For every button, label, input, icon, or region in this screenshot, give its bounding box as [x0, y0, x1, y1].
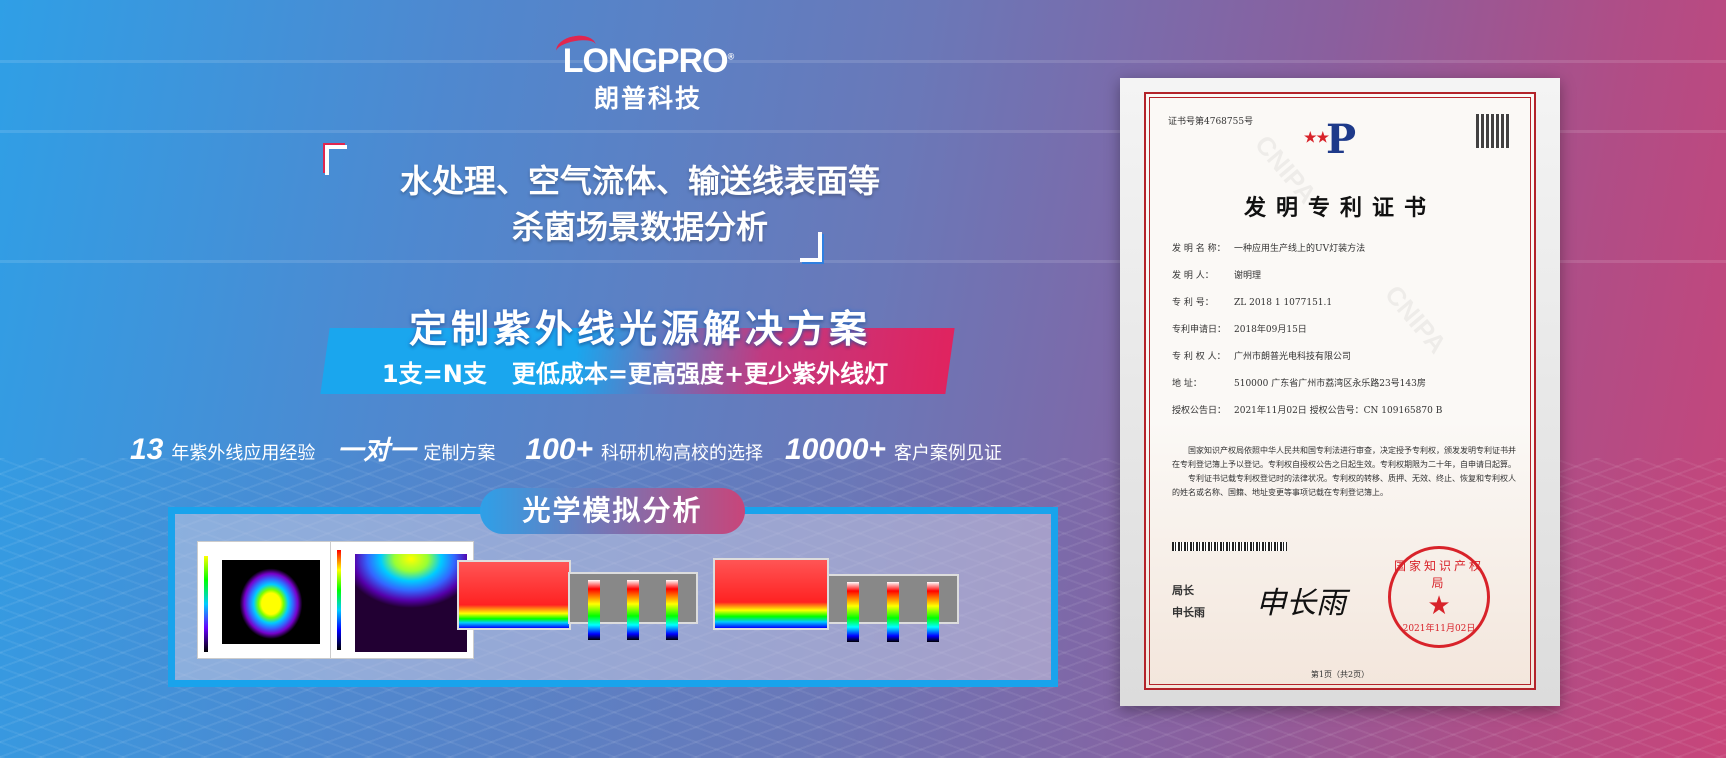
- field-row: 专利申请日： 2018年09月15日: [1172, 325, 1307, 335]
- color-legend-1: [568, 572, 698, 640]
- stat-value: 10000+: [784, 433, 886, 466]
- bg-stripe: [0, 60, 1726, 63]
- director-name: 申长雨: [1172, 606, 1205, 619]
- field-row: 地 址： 510000 广东省广州市荔湾区永乐路23号143房: [1172, 379, 1426, 389]
- field-row: 授权公告日： 2021年11月02日 授权公告号：CN 109165870 B: [1172, 406, 1443, 416]
- body-paragraph: 国家知识产权局依照中华人民共和国专利法进行审查，决定授予专利权，颁发发明专利证书…: [1172, 446, 1516, 469]
- headline-line2: 杀菌场景数据分析: [511, 208, 768, 246]
- stat-value: 一对一: [337, 435, 416, 465]
- field-row: 发 明 人： 谢明理: [1172, 271, 1262, 281]
- headline: 水处理、空气流体、输送线表面等 杀菌场景数据分析: [330, 158, 950, 250]
- director-title: 局长: [1172, 584, 1194, 597]
- signature: 申长雨: [1256, 586, 1346, 621]
- solution-subtitle: 1支=N支 更低成本=更高强度+更少紫外线灯: [381, 360, 889, 388]
- quote-bracket-open: [325, 145, 347, 175]
- brand-name-cn: 朗普科技: [593, 84, 702, 113]
- bg-stripe: [0, 130, 1726, 133]
- stats-row: 13 年紫外线应用经验 一对一 定制方案 100+ 科研机构高校的选择 10000+ 客…: [130, 430, 1110, 467]
- seal-date: 2021年11月02日: [1402, 624, 1476, 634]
- certificate-body: 国家知识产权局依照中华人民共和国专利法进行审查，决定授予专利权，颁发发明专利证书…: [1172, 444, 1517, 500]
- qr-code-icon: [1476, 114, 1510, 148]
- optics-panel: [168, 507, 1058, 687]
- registered-mark: ®: [727, 51, 735, 62]
- bg-stripe: [0, 260, 1726, 263]
- barcode-icon: [1172, 542, 1287, 551]
- quote-bracket-close: [800, 232, 822, 262]
- stat-label: 年紫外线应用经验: [171, 443, 316, 464]
- irradiance-plot-1: [197, 541, 331, 659]
- body-paragraph: 专利证书记载专利权登记时的法律状况。专利权的转移、质押、无效、终止、恢复和专利权…: [1172, 474, 1516, 497]
- irradiance-plot-2: [330, 541, 474, 659]
- stat-label: 科研机构高校的选择: [600, 443, 763, 464]
- stat-label: 定制方案: [423, 443, 496, 464]
- brand-logo: LONGPRO® 朗普科技: [548, 32, 748, 115]
- field-row: 专 利 权 人： 广州市朗普光电科技有限公司: [1172, 352, 1352, 362]
- brand-name-en: LONGPRO: [562, 42, 729, 80]
- director: 局长 申长雨: [1172, 580, 1205, 624]
- official-seal: 国家知识产权局 ★ 2021年11月02日: [1388, 546, 1490, 648]
- field-row: 专 利 号： ZL 2018 1 1077151.1: [1172, 298, 1333, 308]
- field-row: 发 明 名 称： 一种应用生产线上的UV灯装方法: [1172, 244, 1366, 254]
- heatmap-1: [457, 560, 571, 630]
- stat-value: 100+: [525, 433, 593, 466]
- national-emblem-icon: ★: [1427, 591, 1451, 621]
- certificate-fields: 发 明 名 称： 一种应用生产线上的UV灯装方法 发 明 人： 谢明理 专 利 号：…: [1172, 236, 1532, 425]
- cnipa-emblem-icon: ★★ P: [1304, 116, 1357, 163]
- heatmap-2: [713, 558, 829, 630]
- color-legend-2: [827, 574, 959, 642]
- stat-value: 13: [130, 433, 164, 466]
- page-number: 第1页（共2页）: [1310, 670, 1370, 679]
- certificate-title: 发明专利证书: [1243, 195, 1436, 221]
- headline-line1: 水处理、空气流体、输送线表面等: [399, 162, 880, 200]
- solution-title: 定制紫外线光源解决方案: [408, 307, 871, 351]
- seal-text: 国家知识产权局: [1393, 559, 1484, 590]
- certificate-number: 证书号第4768755号: [1168, 117, 1254, 127]
- patent-certificate: CNIPA CNIPA 证书号第4768755号 ★★ P 发明专利证书 发 明 …: [1144, 92, 1536, 690]
- optics-title-pill: 光学模拟分析: [480, 488, 745, 534]
- stat-label: 客户案例见证: [893, 443, 1002, 464]
